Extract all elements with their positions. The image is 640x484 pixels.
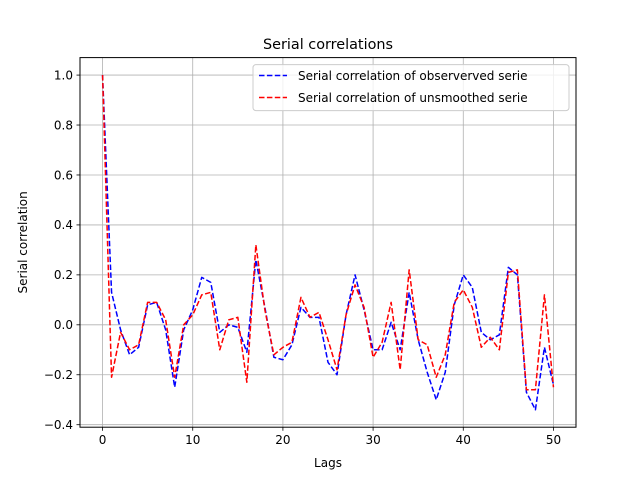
series-group bbox=[101, 75, 555, 411]
x-tick-label: 20 bbox=[275, 433, 290, 447]
y-axis-label: Serial correlation bbox=[16, 191, 30, 293]
y-tick-label: −0.4 bbox=[44, 418, 73, 432]
y-tick-label: 0.6 bbox=[54, 168, 73, 182]
y-tick-label: 0.0 bbox=[54, 318, 73, 332]
series-line-observed bbox=[101, 75, 555, 411]
x-tick-label: 0 bbox=[99, 433, 107, 447]
plot-frame bbox=[79, 57, 577, 428]
legend: Serial correlation of observerved serie … bbox=[252, 64, 570, 112]
series-line-unsmoothed bbox=[101, 75, 555, 391]
x-tick-label: 50 bbox=[546, 433, 561, 447]
y-tick-label: 0.2 bbox=[54, 268, 73, 282]
x-tick-label: 10 bbox=[185, 433, 200, 447]
y-tick-label: 0.8 bbox=[54, 118, 73, 132]
chart-title: Serial correlations bbox=[263, 37, 393, 53]
y-tick-label: 0.4 bbox=[54, 218, 73, 232]
y-tick-label: −0.2 bbox=[44, 368, 73, 382]
legend-label-observed: Serial correlation of observerved serie bbox=[298, 69, 528, 83]
legend-label-unsmoothed: Serial correlation of unsmoothed serie bbox=[298, 91, 528, 105]
x-axis-label: Lags bbox=[314, 456, 342, 470]
y-tick-label: 1.0 bbox=[54, 68, 73, 82]
axis-ticks: 0 10 20 30 40 50 −0.4 −0.2 0.0 0.2 0.4 0.6 0.8 1.0 bbox=[44, 68, 561, 447]
x-tick-label: 30 bbox=[365, 433, 380, 447]
legend-box bbox=[252, 64, 570, 112]
x-tick-label: 40 bbox=[456, 433, 471, 447]
